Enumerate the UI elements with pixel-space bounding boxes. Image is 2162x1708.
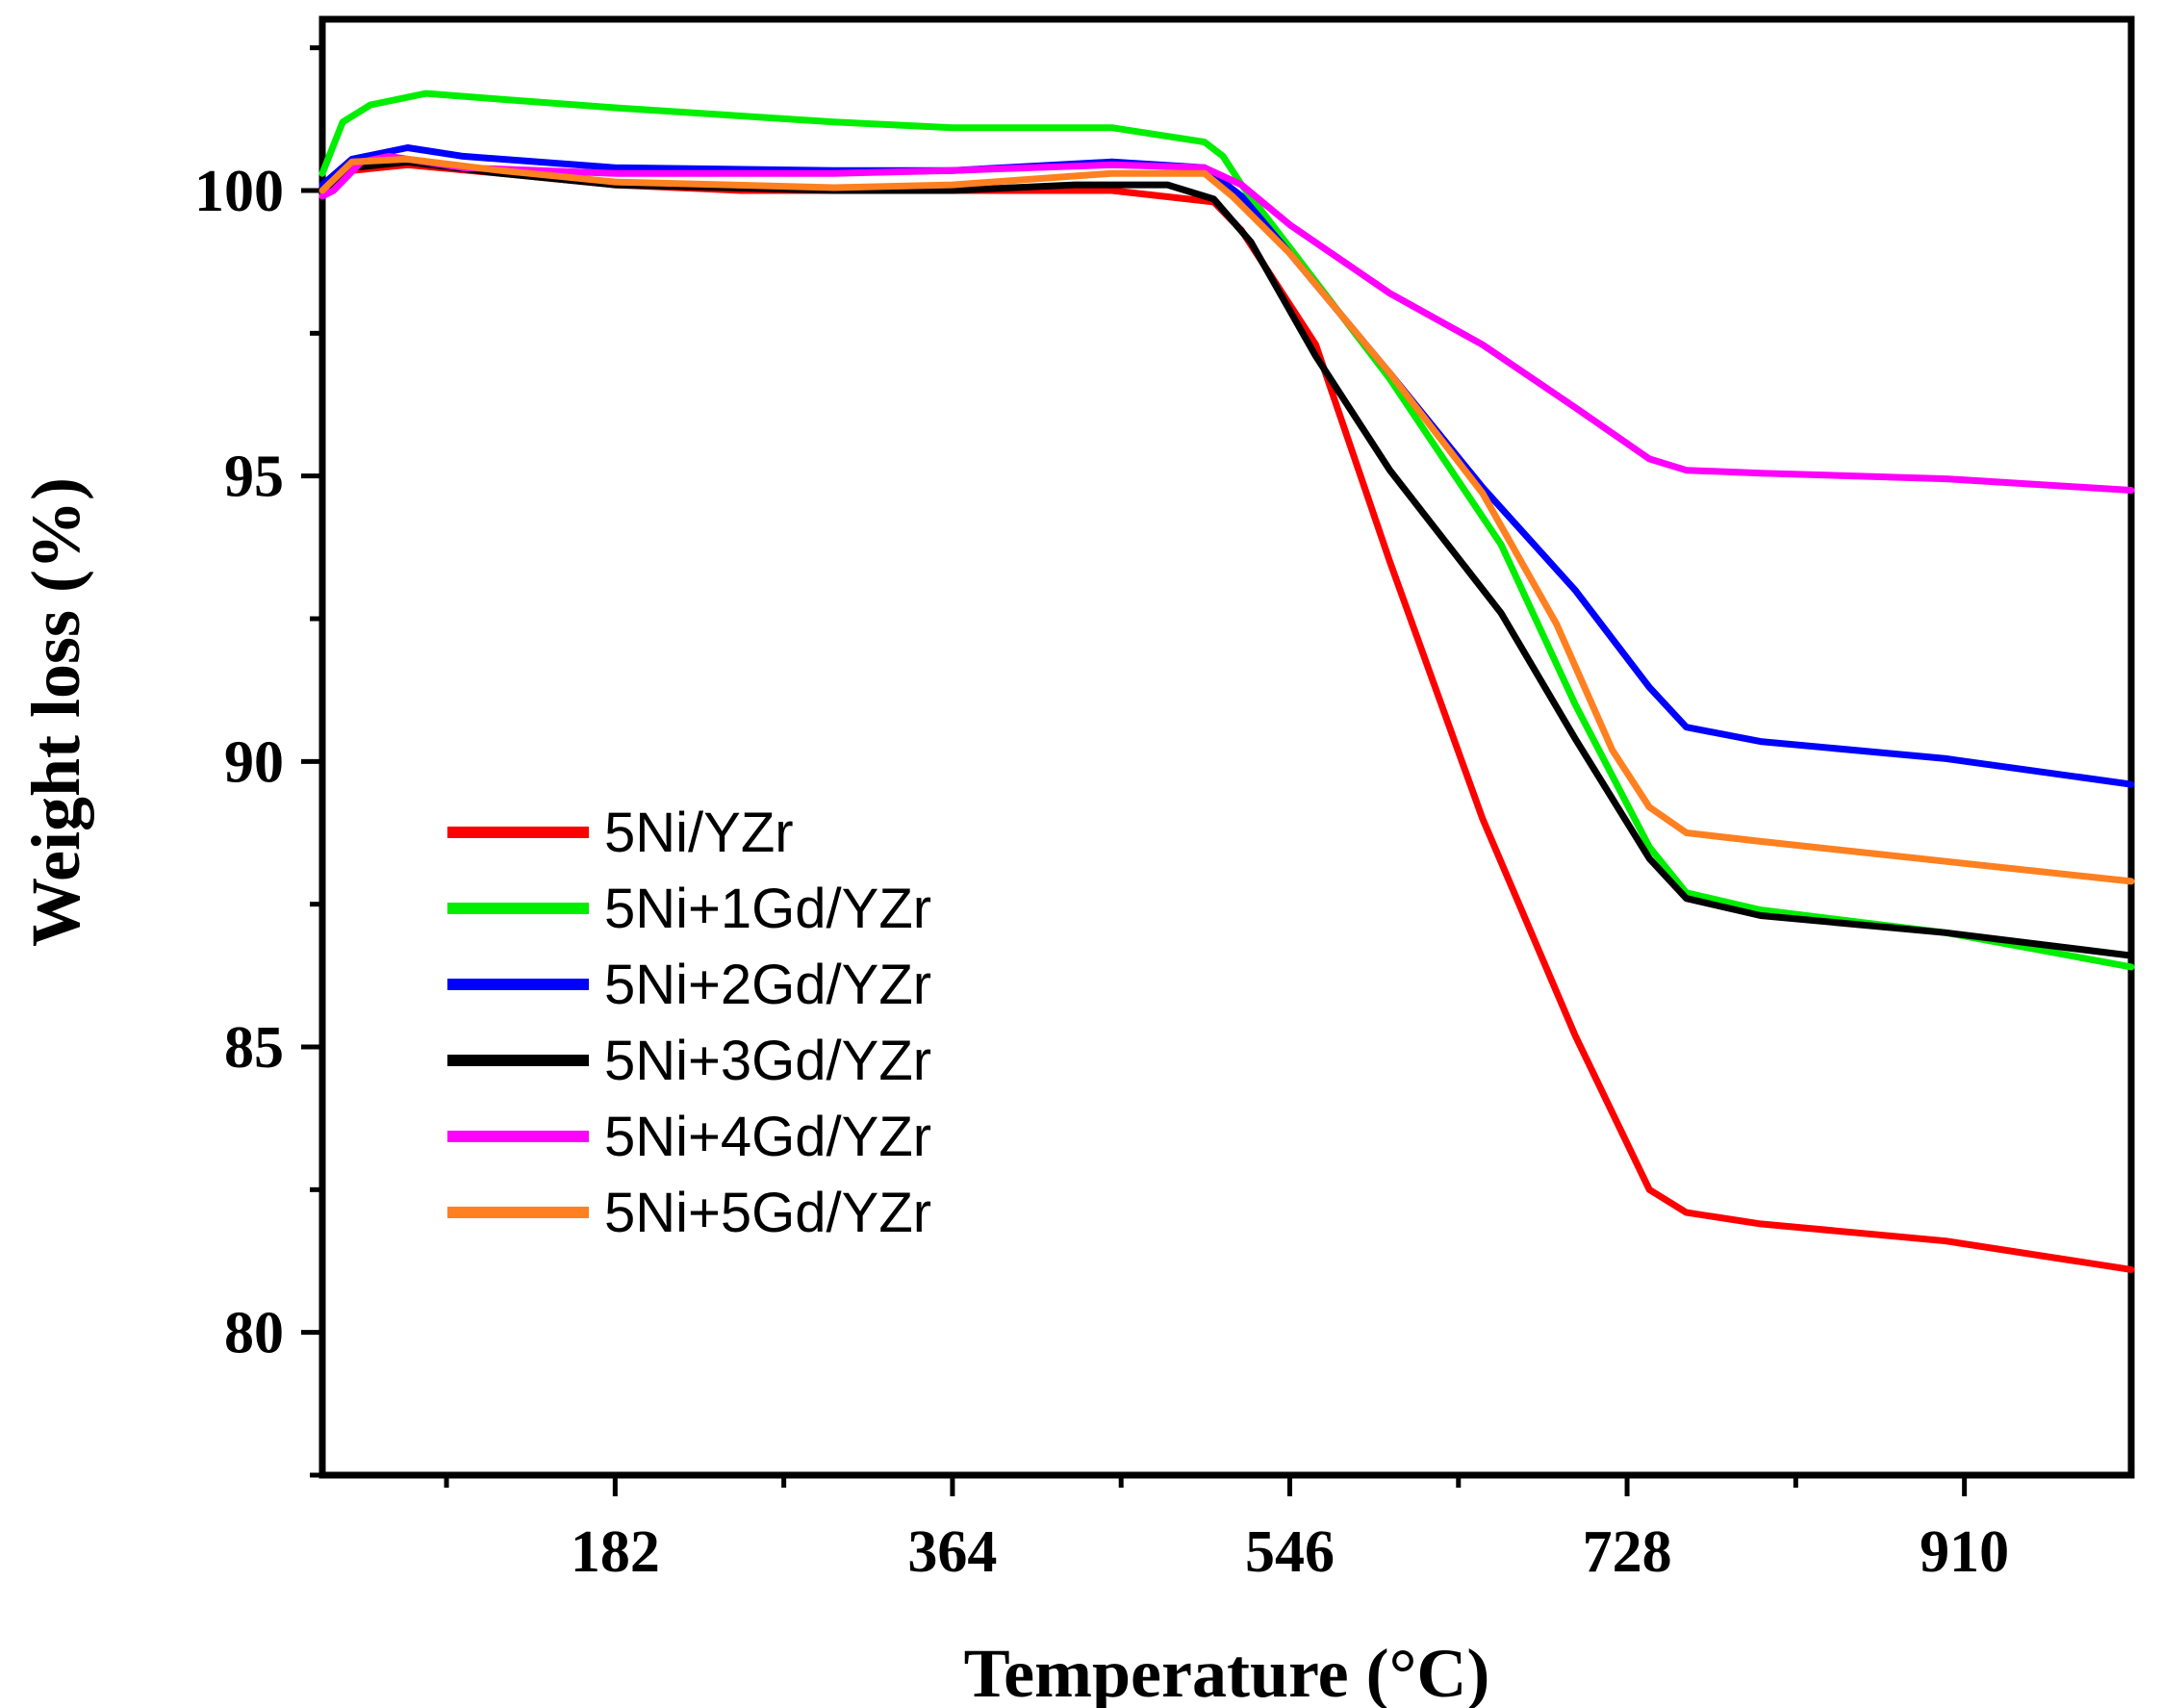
x-axis-title: Temperature (°C) [964,1635,1490,1708]
series-line-5ni-4gd-yzr [318,152,2135,494]
x-tick-label: 546 [1245,1519,1335,1585]
series-line-5ni-1gd-yzr [318,89,2135,971]
x-tick-label: 364 [907,1519,997,1585]
tick-group [301,45,1968,1496]
legend-label: 5Ni+4Gd/YZr [604,1106,931,1168]
y-tick-label: 85 [224,1015,284,1081]
plot-frame [318,15,2135,1479]
series-line-5ni-2gd-yzr [318,144,2135,788]
y-tick-label: 80 [224,1301,284,1366]
legend-label: 5Ni+5Gd/YZr [604,1182,931,1244]
legend-label: 5Ni/YZr [604,802,794,864]
series-line-5ni-3gd-yzr [318,158,2135,959]
x-tick-label: 910 [1920,1519,2009,1585]
y-axis-title: Weight loss (%) [17,477,94,947]
x-tick-label: 728 [1583,1519,1672,1585]
y-tick-label: 100 [194,159,284,224]
series-line-5ni-yzr [318,161,2135,1273]
y-tick-label: 90 [224,729,284,795]
tick-label-group: 182 364 546 728 910 80 85 90 95 100 [194,159,2009,1585]
legend: 5Ni/YZr 5Ni+1Gd/YZr 5Ni+2Gd/YZr 5Ni+3Gd/YZr… [447,802,931,1244]
series-line-5ni-5gd-yzr [318,155,2135,885]
y-tick-label: 95 [224,445,284,510]
legend-label: 5Ni+3Gd/YZr [604,1030,931,1092]
legend-label: 5Ni+1Gd/YZr [604,878,931,940]
series-group [318,89,2135,1273]
legend-label: 5Ni+2Gd/YZr [604,954,931,1016]
x-tick-label: 182 [571,1519,660,1585]
